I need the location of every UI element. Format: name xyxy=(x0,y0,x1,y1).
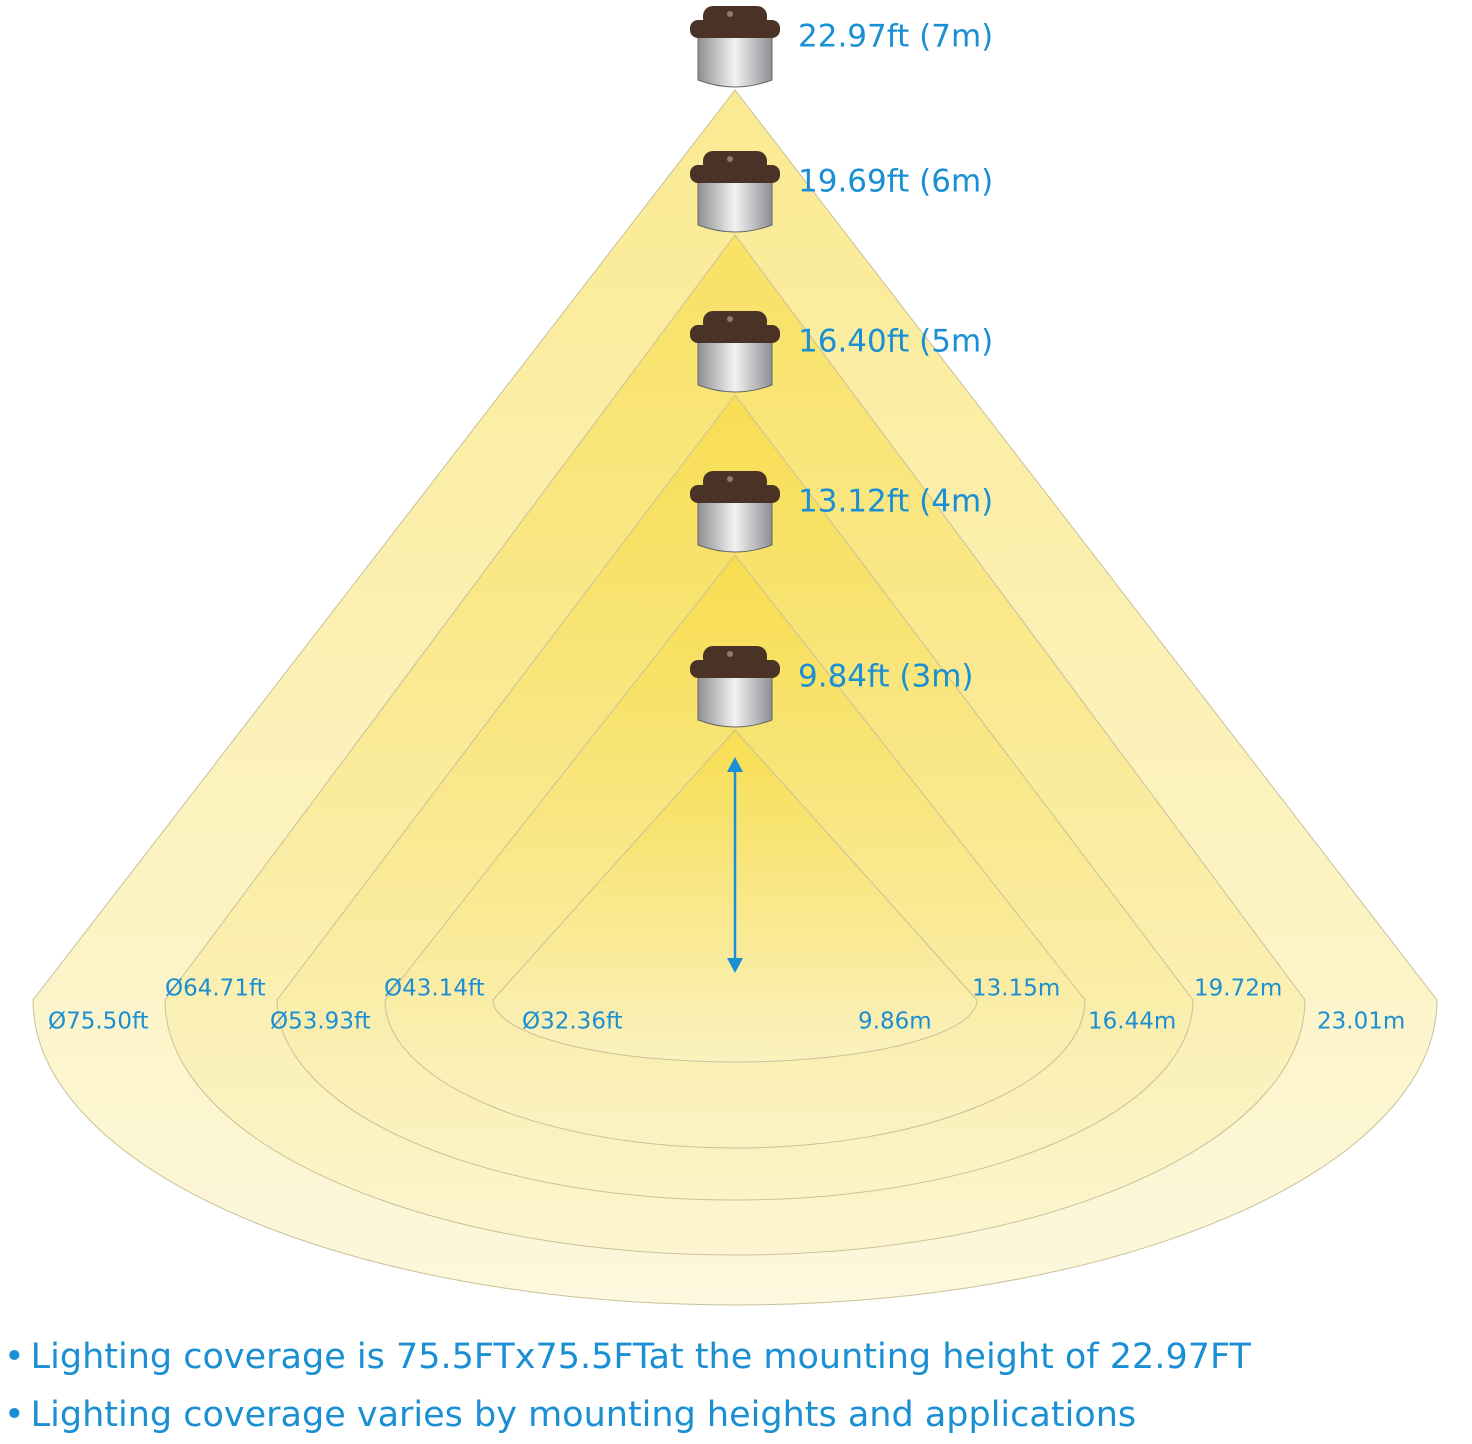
lamp-sensor xyxy=(727,156,733,162)
lamp-glass xyxy=(697,336,773,393)
diameter-ft: Ø43.14ft xyxy=(384,976,485,1002)
height-label: 22.97ft (7m) xyxy=(798,19,993,55)
height-label: 16.40ft (5m) xyxy=(798,324,993,360)
diameter-m: 19.72m xyxy=(1194,976,1282,1002)
lamp-dome xyxy=(703,471,767,493)
note: Lighting coverage is 75.5FTx75.5FTat the… xyxy=(4,1328,1251,1386)
diameter-m: 16.44m xyxy=(1088,1009,1176,1035)
diameter-m: 23.01m xyxy=(1317,1009,1405,1035)
labels: 22.97ft (7m) Ø75.50ft 23.01m 19.69ft (6m) Ø6… xyxy=(48,19,1405,1035)
arrow-head xyxy=(727,958,743,973)
height-label: 13.12ft (4m) xyxy=(798,484,993,520)
lamp-glass xyxy=(697,496,773,553)
lamp-glass xyxy=(697,31,773,88)
lamps xyxy=(690,6,780,728)
lamp-dome xyxy=(703,311,767,333)
diameter-ft: Ø53.93ft xyxy=(270,1009,371,1035)
coverage-diagram: 22.97ft (7m) Ø75.50ft 23.01m 19.69ft (6m) Ø6… xyxy=(32,6,1438,1306)
diameter-ft: Ø32.36ft xyxy=(522,1009,623,1035)
diameter-ft: Ø64.71ft xyxy=(165,976,266,1002)
diameter-m: 13.15m xyxy=(972,976,1060,1002)
height-label: 19.69ft (6m) xyxy=(798,164,993,200)
lamp-dome xyxy=(703,6,767,28)
notes: Lighting coverage is 75.5FTx75.5FTat the… xyxy=(0,1328,1251,1444)
lamp-dome xyxy=(703,646,767,668)
lamp-sensor xyxy=(727,476,733,482)
diameter-m: 9.86m xyxy=(858,1009,932,1035)
lamp-sensor xyxy=(727,316,733,322)
height-label: 9.84ft (3m) xyxy=(798,659,974,695)
height-arrow xyxy=(727,757,743,973)
lamp-dome xyxy=(703,151,767,173)
lamp-sensor xyxy=(727,11,733,17)
diameter-ft: Ø75.50ft xyxy=(48,1009,149,1035)
lamp-glass xyxy=(697,671,773,728)
arrow-head xyxy=(727,757,743,772)
lamp-sensor xyxy=(727,651,733,657)
lamp-glass xyxy=(697,176,773,233)
note: Lighting coverage varies by mounting hei… xyxy=(4,1386,1251,1444)
